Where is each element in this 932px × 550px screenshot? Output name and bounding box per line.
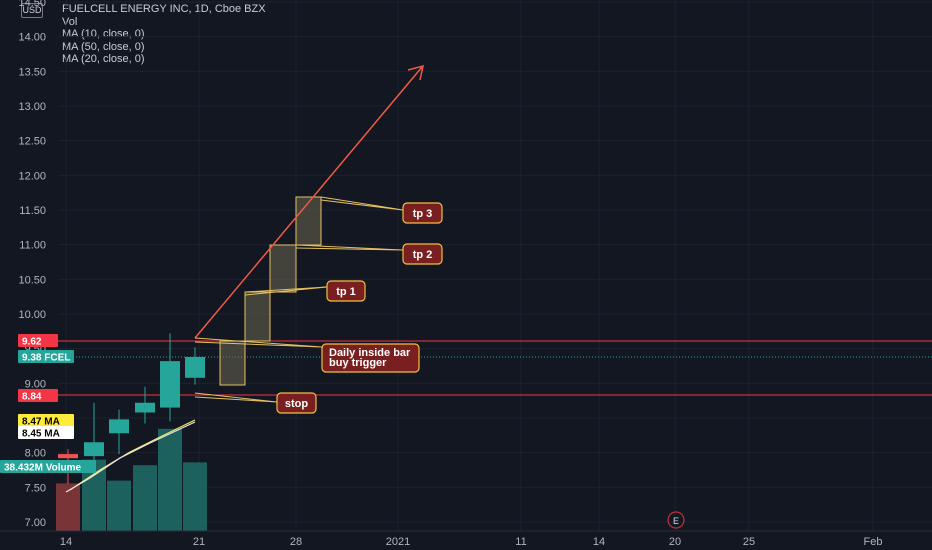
symbol-title[interactable]: FUELCELL ENERGY INC, 1D, Cboe BZX (62, 3, 266, 15)
earnings-marker[interactable]: E (667, 511, 685, 529)
step-box-2 (244, 291, 271, 342)
earnings-icon: E (673, 516, 679, 526)
price-tag-label: 8.45 MA (22, 429, 60, 440)
price-tag-bg (18, 389, 58, 402)
volume-bar (107, 480, 131, 531)
callout-inside-bar-line2: buy trigger (329, 357, 387, 369)
x-tick-label: 28 (290, 536, 302, 548)
callout-tp2-label: tp 2 (413, 249, 433, 261)
price-tag-bg (0, 460, 96, 473)
time-axis[interactable]: 14 21 28 2021 11 14 20 25 Feb (60, 536, 883, 548)
callout-tp3[interactable]: tp 3 (402, 202, 443, 224)
x-tick-label: 2021 (386, 536, 410, 548)
x-tick-label: 14 (593, 536, 605, 548)
candle-body (58, 454, 78, 459)
price-tag-label: 9.38 FCEL (22, 353, 70, 364)
y-tick-label: 9.00 (25, 378, 46, 390)
y-tick-label: 14.00 (18, 32, 46, 44)
x-tick-label: Feb (864, 536, 883, 548)
price-tag-label: 8.47 MA (22, 417, 60, 428)
y-tick-label: 11.50 (19, 205, 46, 217)
price-tags: 9.62 9.38 FCEL 8.84 8.47 MA8.45 MA 38.432M V… (0, 334, 96, 474)
step-box-1 (219, 340, 246, 386)
candle-body (160, 361, 180, 408)
price-tag-bg (18, 350, 74, 363)
y-tick-label: 13.50 (18, 66, 46, 78)
candles (58, 333, 205, 484)
candle-body (185, 356, 205, 378)
x-tick-label: 11 (515, 536, 526, 548)
y-tick-label: 12.50 (18, 136, 46, 148)
y-tick-label: 11.00 (19, 240, 46, 252)
callout-stop-label: stop (285, 398, 309, 410)
volume-bar (183, 462, 207, 531)
volume-bar (133, 465, 157, 531)
ma-yellow-line (69, 419, 196, 491)
horizontal-gridlines (58, 1, 932, 523)
callout-tp3-label: tp 3 (413, 208, 433, 220)
x-tick-label: 21 (193, 536, 205, 548)
price-tag-label: 9.62 (22, 337, 42, 348)
callout-inside-bar-line1: Daily inside bar (329, 347, 411, 359)
target-arrow-head (407, 64, 424, 81)
callout-tp1-label: tp 1 (336, 286, 356, 298)
callout-tp2[interactable]: tp 2 (402, 243, 443, 265)
y-tick-label: 8.00 (25, 448, 46, 460)
callout-tp1[interactable]: tp 1 (326, 280, 366, 302)
volume-bar (158, 428, 182, 531)
ma-white-line (65, 421, 196, 493)
y-tick-label: 13.00 (18, 101, 46, 113)
price-tag-bg (18, 414, 74, 427)
y-tick-label: 10.50 (18, 274, 46, 286)
y-tick-label: 12.00 (18, 170, 46, 182)
price-axis[interactable]: 14.50 14.00 13.50 13.00 12.50 12.00 11.50 11.00… (18, 0, 46, 529)
target-steps[interactable] (219, 196, 322, 386)
y-tick-label: 14.50 (18, 0, 46, 9)
price-tag-bg (18, 334, 58, 347)
indicator-ma20[interactable]: MA (20, close, 0) (62, 53, 145, 65)
indicator-ma50[interactable]: MA (50, close, 0) (62, 40, 145, 53)
currency-badge[interactable]: USD (21, 3, 43, 18)
price-tag-label: 38.432M Volume (4, 463, 82, 474)
step-box-3 (269, 244, 297, 293)
y-tick-label: 7.00 (25, 517, 46, 529)
target-arrow-line[interactable] (194, 66, 423, 339)
callout-stop[interactable]: stop (276, 392, 317, 414)
y-tick-label: 10.00 (18, 309, 46, 321)
y-tick-label: 7.50 (25, 482, 46, 494)
candle-body (84, 442, 104, 457)
candle-body (135, 402, 155, 413)
x-tick-label: 25 (743, 536, 755, 548)
step-box-4 (295, 196, 322, 246)
callout-inside-bar[interactable]: Daily inside bar buy trigger (321, 343, 420, 373)
volume-bars (56, 428, 207, 531)
price-tag-bg (18, 426, 74, 439)
x-tick-label: 14 (60, 536, 72, 548)
price-tag-label: 8.84 (22, 392, 42, 403)
candle-body (109, 419, 129, 434)
x-tick-label: 20 (669, 536, 681, 548)
vertical-gridlines (65, 0, 874, 531)
